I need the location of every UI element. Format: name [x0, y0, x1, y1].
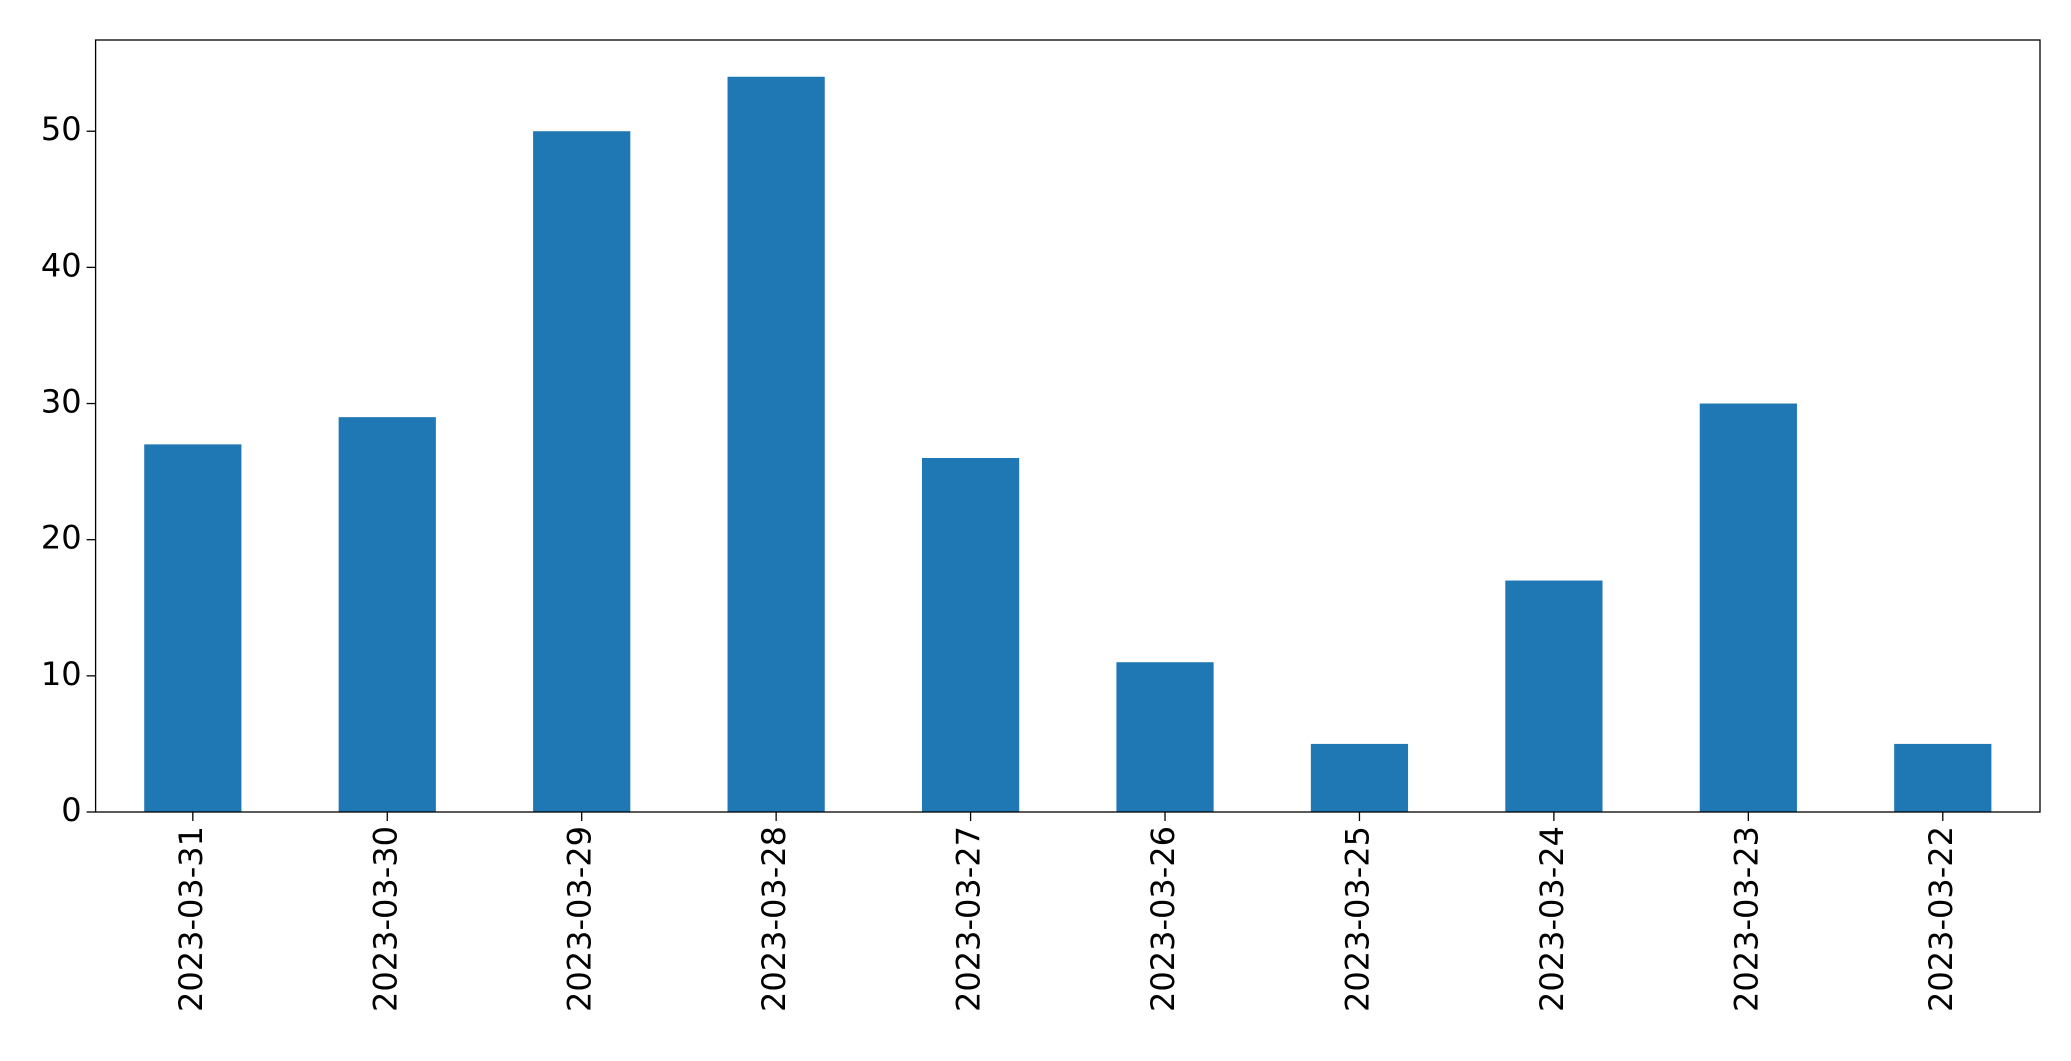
bar: [1699, 403, 1797, 812]
bar: [727, 76, 825, 812]
bar: [1310, 743, 1409, 812]
x-tick-label: 2023-03-29: [561, 826, 599, 1012]
bar: [338, 417, 436, 812]
y-tick-label: 30: [41, 383, 82, 421]
x-tick-label: 2023-03-26: [1144, 826, 1182, 1012]
x-tick-label: 2023-03-28: [755, 826, 793, 1012]
bar: [1505, 580, 1603, 812]
y-tick-label: 10: [41, 655, 82, 693]
x-tick-label: 2023-03-24: [1533, 826, 1571, 1012]
x-tick-label: 2023-03-22: [1922, 826, 1960, 1012]
x-tick-label: 2023-03-30: [366, 826, 404, 1012]
x-tick-label: 2023-03-23: [1727, 826, 1765, 1012]
y-tick-label: 40: [41, 246, 82, 284]
bar: [144, 444, 242, 812]
y-tick-label: 50: [41, 110, 82, 148]
bar: [533, 131, 631, 812]
x-tick-label: 2023-03-27: [950, 826, 988, 1012]
x-tick-label: 2023-03-25: [1338, 826, 1376, 1012]
plot-frame: [94, 39, 2041, 813]
bar: [1894, 743, 1992, 812]
x-tick-label: 2023-03-31: [172, 826, 210, 1012]
bar: [1116, 662, 1214, 812]
y-tick-label: 20: [41, 519, 82, 557]
bar: [921, 457, 1020, 812]
y-tick-label: 0: [61, 791, 81, 829]
